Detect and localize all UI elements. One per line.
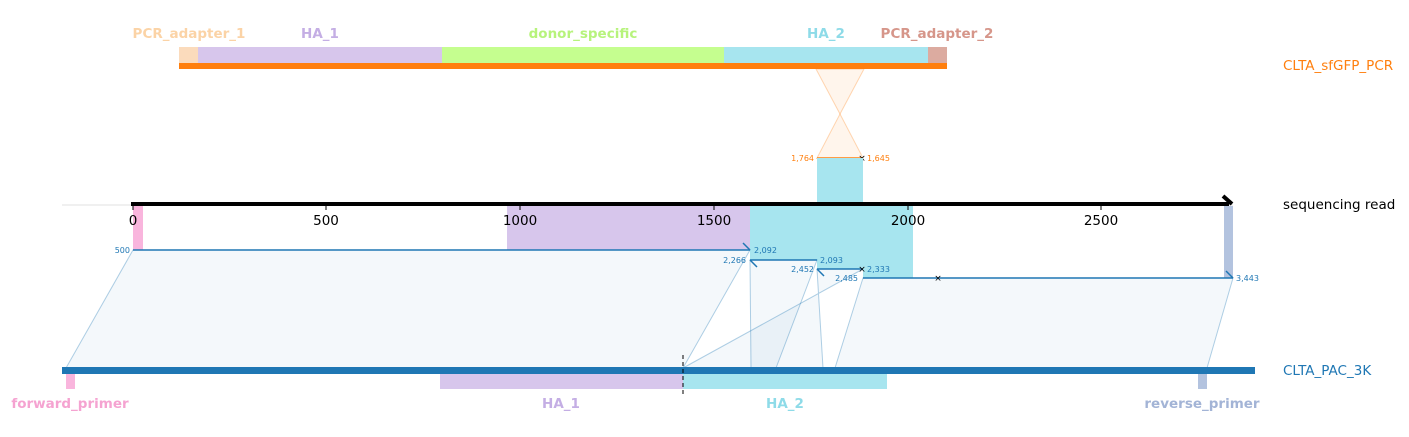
top-alignment: × 1,764 1,645 xyxy=(791,68,890,167)
bottom-alignment-label-right-1: 2,092 xyxy=(754,246,777,255)
bottom-alignment-label-right-3: 2,333 xyxy=(867,265,890,274)
feature-label-reverse-primer: reverse_primer xyxy=(1144,396,1260,412)
feature-forward-primer-bar xyxy=(66,373,75,389)
feature-donor-specific-bar xyxy=(442,47,724,64)
feature-label-forward-primer: forward_primer xyxy=(11,396,129,412)
feature-ha1-bottom-bar xyxy=(440,373,683,389)
bottom-alignment-label-left-2: 2,266 xyxy=(723,256,746,265)
bottom-reference-name: CLTA_PAC_3K xyxy=(1283,363,1372,379)
top-alignment-crossing-lower xyxy=(816,112,864,159)
bottom-alignment-end-mark-3: × xyxy=(858,265,866,275)
top-reference-bar xyxy=(179,63,947,69)
feature-ha1-bar xyxy=(198,47,442,64)
bottom-alignment-label-left-3: 2,452 xyxy=(791,265,814,274)
bottom-alignment-region-4 xyxy=(834,277,1234,369)
bottom-reference-bar xyxy=(62,367,1255,374)
feature-ha2-bottom-bar xyxy=(683,373,887,389)
bottom-alignment-label-right-4: 3,443 xyxy=(1236,274,1259,283)
top-alignment-read-start-label: 1,764 xyxy=(791,154,814,163)
bottom-alignment-start-tick-3 xyxy=(816,268,825,277)
read-shading-reverse-primer xyxy=(1224,206,1233,278)
read-tick-label: 1500 xyxy=(697,213,731,229)
read-tick-label: 2000 xyxy=(891,213,925,229)
feature-label-donor-specific: donor_specific xyxy=(529,26,638,42)
feature-ha2-bar xyxy=(724,47,928,64)
bottom-reference: forward_primer HA_1 HA_2 reverse_primer … xyxy=(11,355,1372,412)
read-tick-label: 500 xyxy=(313,213,339,229)
bottom-alignment-label-right-2: 2,093 xyxy=(820,256,843,265)
feature-label-ha1-top: HA_1 xyxy=(301,26,339,42)
read-shading-ha2-c xyxy=(863,206,913,278)
feature-label-ha2-bottom: HA_2 xyxy=(766,396,804,412)
feature-pcr-adapter-2-bar xyxy=(928,47,947,64)
bottom-alignment-lines: 500 2,092 2,266 2,093 × 2,452 2,333 × 2,… xyxy=(115,242,1259,284)
read-tick-label: 0 xyxy=(129,213,138,229)
read-tick-label: 1000 xyxy=(503,213,537,229)
read-shading-ha1 xyxy=(507,206,750,250)
bottom-alignment-region-1 xyxy=(65,249,751,369)
feature-label-ha1-bottom: HA_1 xyxy=(542,396,580,412)
feature-label-pcr-adapter-2: PCR_adapter_2 xyxy=(881,26,994,42)
read-axis-arrow xyxy=(1221,194,1234,206)
feature-pcr-adapter-1-bar xyxy=(179,47,198,64)
bottom-alignment-end-tick-1 xyxy=(742,242,751,251)
top-alignment-crossing xyxy=(815,68,865,116)
top-reference-name: CLTA_sfGFP_PCR xyxy=(1283,58,1393,74)
read-shading-ha2-a xyxy=(750,206,817,260)
top-alignment-ref-end-label: 1,645 xyxy=(867,154,890,163)
read-shading-forward-primer xyxy=(133,206,143,250)
bottom-alignment-start-tick-2 xyxy=(749,259,758,268)
read-feature-shading xyxy=(133,158,1233,278)
top-reference: PCR_adapter_1 HA_1 donor_specific HA_2 P… xyxy=(133,26,1394,74)
feature-label-pcr-adapter-1: PCR_adapter_1 xyxy=(133,26,246,42)
feature-label-ha2-top: HA_2 xyxy=(807,26,845,42)
read-axis: 0 500 1000 1500 2000 2500 sequencing rea… xyxy=(62,194,1395,229)
bottom-alignment-mid-mark-4: × xyxy=(934,274,942,284)
bottom-alignment-label-left-1: 500 xyxy=(115,246,130,255)
bottom-alignment-regions xyxy=(65,249,1234,369)
feature-reverse-primer-bar xyxy=(1198,373,1207,389)
bottom-alignment-label-left-4: 2,485 xyxy=(835,274,858,283)
read-shading-ha2-b xyxy=(817,158,863,269)
bottom-alignment-end-tick-4 xyxy=(1225,270,1234,279)
read-tick-label: 2500 xyxy=(1084,213,1118,229)
read-name: sequencing read xyxy=(1283,197,1395,213)
